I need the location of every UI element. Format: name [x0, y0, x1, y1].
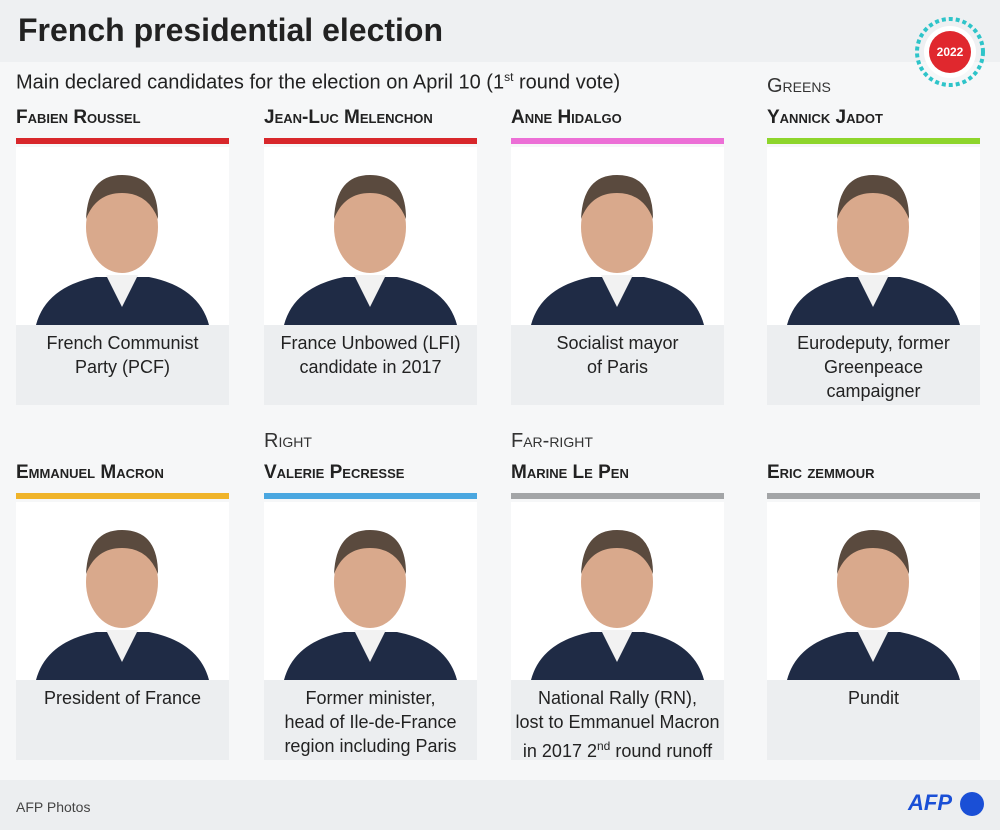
portrait	[36, 175, 209, 325]
description: National Rally (RN), lost to Emmanuel Mac…	[511, 680, 724, 763]
portrait	[284, 175, 457, 325]
text-segment: Greenpeace	[823, 357, 924, 377]
badge-label: 2022	[937, 45, 964, 59]
text-segment: in 2017 2	[522, 741, 597, 761]
portrait	[531, 530, 704, 680]
color-bar	[16, 138, 229, 144]
description-line: Greenpeace	[767, 355, 980, 379]
description-line: President of France	[16, 686, 229, 710]
color-bar	[767, 493, 980, 499]
photo	[264, 502, 477, 680]
text-segment: of Paris	[586, 357, 649, 377]
text-segment: National Rally (RN),	[537, 688, 698, 708]
portrait	[36, 530, 209, 680]
photo	[16, 502, 229, 680]
description-line: Pundit	[767, 686, 980, 710]
candidate-name: Marine Le Pen	[511, 462, 629, 483]
candidate-name: Valerie Pecresse	[264, 462, 405, 483]
candidate-name: Emmanuel Macron	[16, 462, 164, 483]
text-segment: region including Paris	[284, 736, 457, 756]
candidate-name: Fabien Roussel	[16, 107, 141, 128]
description: Former minister, head of Ile-de-France reg…	[264, 680, 477, 760]
candidate-name: Anne Hidalgo	[511, 107, 622, 128]
group-label: Greens	[767, 75, 831, 97]
description-line: Socialist mayor	[511, 331, 724, 355]
text-segment: French Communist	[46, 333, 199, 353]
footer-band	[0, 780, 1000, 830]
description: President of France	[16, 680, 229, 760]
photo	[511, 502, 724, 680]
text-segment: candidate in 2017	[299, 357, 442, 377]
description: Pundit	[767, 680, 980, 760]
description-line: of Paris	[511, 355, 724, 379]
description-line: Eurodeputy, former	[767, 331, 980, 355]
color-bar	[16, 493, 229, 499]
badge: 2022	[915, 17, 985, 87]
description-line: Former minister,	[264, 686, 477, 710]
credit: AFP Photos	[16, 799, 91, 815]
photo	[264, 147, 477, 325]
color-bar	[767, 138, 980, 144]
text-segment: France Unbowed (LFI)	[280, 333, 461, 353]
text-segment: President of France	[43, 688, 202, 708]
color-bar	[511, 138, 724, 144]
photo	[511, 147, 724, 325]
portrait	[531, 175, 704, 325]
photo	[16, 147, 229, 325]
description-line: National Rally (RN),	[511, 686, 724, 710]
subtitle: Main declared candidates for the electio…	[16, 70, 620, 95]
description-line: in 2017 2nd round runoff	[511, 734, 724, 763]
group-label: Right	[264, 430, 312, 452]
candidate-name: Jean-Luc Melenchon	[264, 107, 433, 128]
description: French Communist Party (PCF)	[16, 325, 229, 405]
description-line: lost to Emmanuel Macron	[511, 710, 724, 734]
candidate-name: Eric zemmour	[767, 462, 875, 483]
description: Eurodeputy, former Greenpeace campaigner	[767, 325, 980, 405]
text-segment: Former minister,	[305, 688, 436, 708]
description-line: head of Ile-de-France	[264, 710, 477, 734]
text-segment: round vote)	[513, 71, 621, 94]
description-line: French Communist	[16, 331, 229, 355]
photo	[767, 502, 980, 680]
group-label: Far-right	[511, 430, 593, 452]
text-segment: round runoff	[610, 741, 713, 761]
text-segment: Socialist mayor	[556, 333, 679, 353]
title: French presidential election	[18, 12, 443, 48]
text-segment: Party (PCF)	[74, 357, 170, 377]
superscript: st	[504, 70, 514, 84]
text-segment: Main declared candidates for the electio…	[16, 71, 505, 94]
color-bar	[264, 138, 477, 144]
text-segment: Pundit	[847, 688, 900, 708]
description-line: candidate in 2017	[264, 355, 477, 379]
superscript: nd	[596, 739, 611, 753]
text-segment: campaigner	[826, 381, 921, 401]
photo	[767, 147, 980, 325]
color-bar	[511, 493, 724, 499]
description: France Unbowed (LFI) candidate in 2017	[264, 325, 477, 405]
portrait	[787, 175, 960, 325]
description: Socialist mayor of Paris	[511, 325, 724, 405]
logo: AFP	[908, 790, 952, 815]
description-line: Party (PCF)	[16, 355, 229, 379]
header-band	[0, 0, 1000, 62]
description-line: campaigner	[767, 379, 980, 403]
text-segment: Eurodeputy, former	[797, 333, 950, 353]
text-segment: head of Ile-de-France	[284, 712, 457, 732]
portrait	[787, 530, 960, 680]
logo-dot	[960, 792, 984, 816]
text-segment: lost to Emmanuel Macron	[515, 712, 720, 732]
description-line: France Unbowed (LFI)	[264, 331, 477, 355]
color-bar	[264, 493, 477, 499]
portrait	[284, 530, 457, 680]
description-line: region including Paris	[264, 734, 477, 758]
candidate-name: Yannick Jadot	[767, 107, 883, 128]
